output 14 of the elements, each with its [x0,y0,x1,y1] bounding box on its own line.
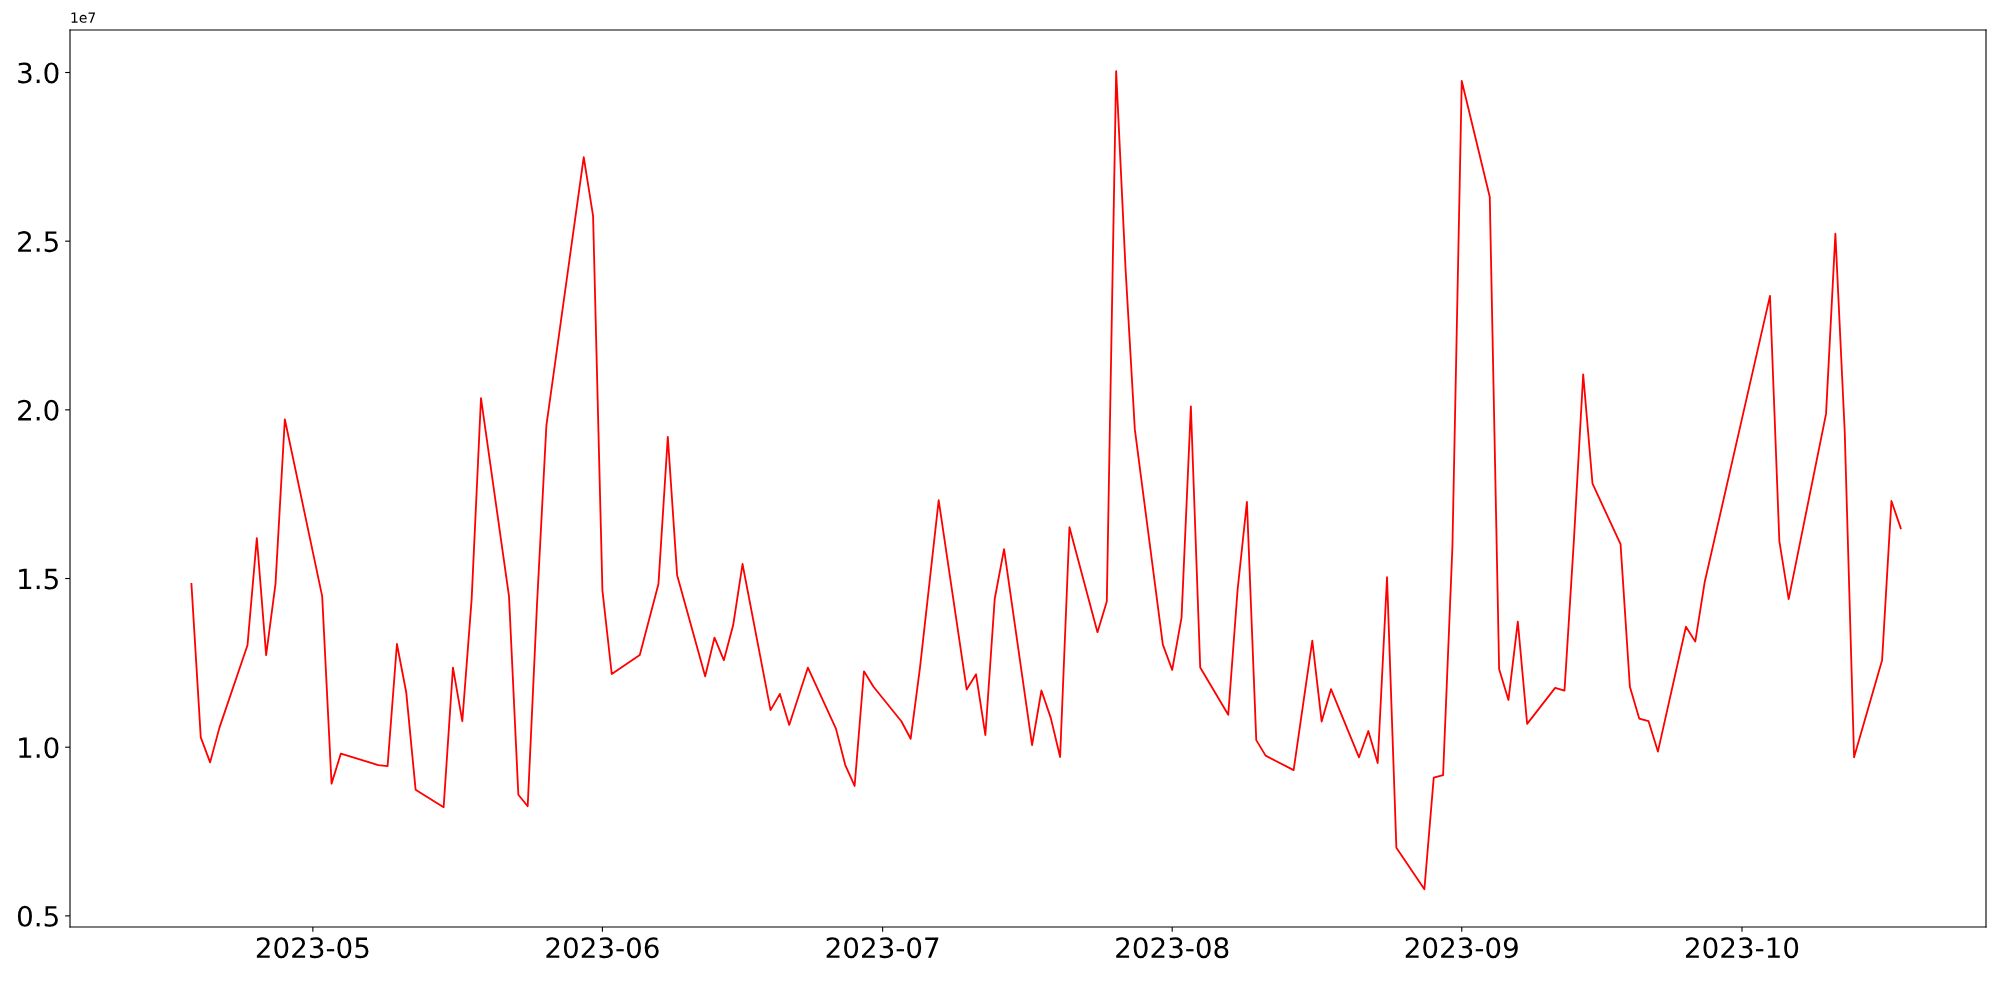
y-tick-label: 2.0 [18,399,59,421]
y-tick-label: 1.0 [19,737,59,759]
x-tick-label: 2023-07 [826,937,939,959]
x-tick-label: 2023-06 [546,937,659,959]
x-tick-label: 2023-05 [256,937,369,959]
y-tick-label: 0.5 [17,905,58,927]
y-tick-label: 3.0 [18,62,59,84]
text: 1e7 [71,12,96,23]
y-tick-label: 2.5 [18,231,58,253]
x-tick-label: 2023-10 [1685,937,1799,959]
x-tick-label: 2023-09 [1405,937,1518,959]
line-series [190,70,1902,891]
y-tick-label: 1.5 [19,568,58,590]
x-tick-label: 2023-08 [1116,937,1229,959]
